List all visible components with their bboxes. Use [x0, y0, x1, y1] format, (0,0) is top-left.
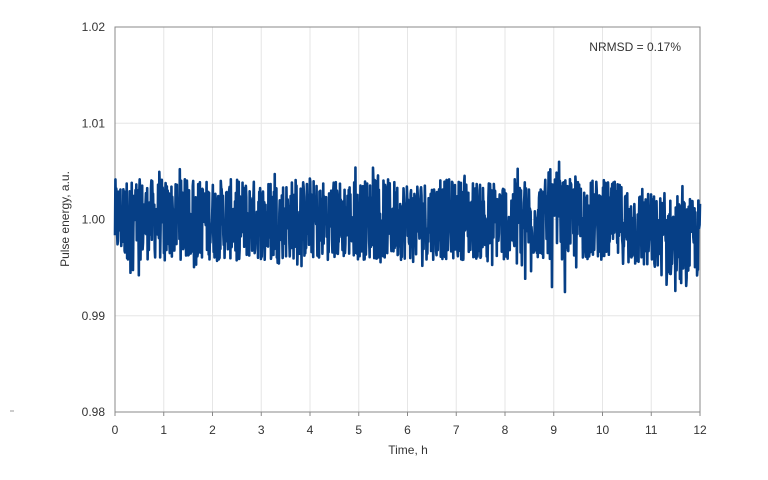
x-tick-label: 6 [404, 423, 411, 437]
x-tick-label: 11 [645, 423, 658, 437]
x-tick-label: 5 [355, 423, 362, 437]
x-tick-label: 0 [112, 423, 119, 437]
x-axis-label: Time, h [388, 443, 428, 457]
y-tick-label: 1.00 [82, 213, 106, 227]
x-tick-label: 4 [307, 423, 314, 437]
x-tick-label: 1 [160, 423, 167, 437]
y-tick-label: 0.99 [82, 309, 106, 323]
x-tick-label: 2 [209, 423, 216, 437]
pulse-energy-series-line [113, 160, 702, 294]
x-tick-label: 7 [453, 423, 460, 437]
x-tick-labels: 0 1 2 3 4 5 6 7 8 9 10 11 12 [112, 412, 707, 437]
series-layer [113, 160, 702, 294]
x-tick-label: 3 [258, 423, 265, 437]
y-tick-labels: 0.98 0.99 1.00 1.01 1.02 [82, 20, 106, 419]
y-tick-label: 1.02 [82, 20, 106, 34]
x-tick-label: 8 [502, 423, 509, 437]
x-tick-label: 9 [550, 423, 557, 437]
y-tick-label: 0.98 [82, 405, 106, 419]
y-axis-label: Pulse energy, a.u. [58, 171, 72, 267]
x-tick-label: 12 [693, 423, 707, 437]
y-tick-label: 1.01 [82, 116, 106, 130]
x-tick-label: 10 [596, 423, 610, 437]
nrmsd-annotation: NRMSD = 0.17% [589, 40, 681, 54]
